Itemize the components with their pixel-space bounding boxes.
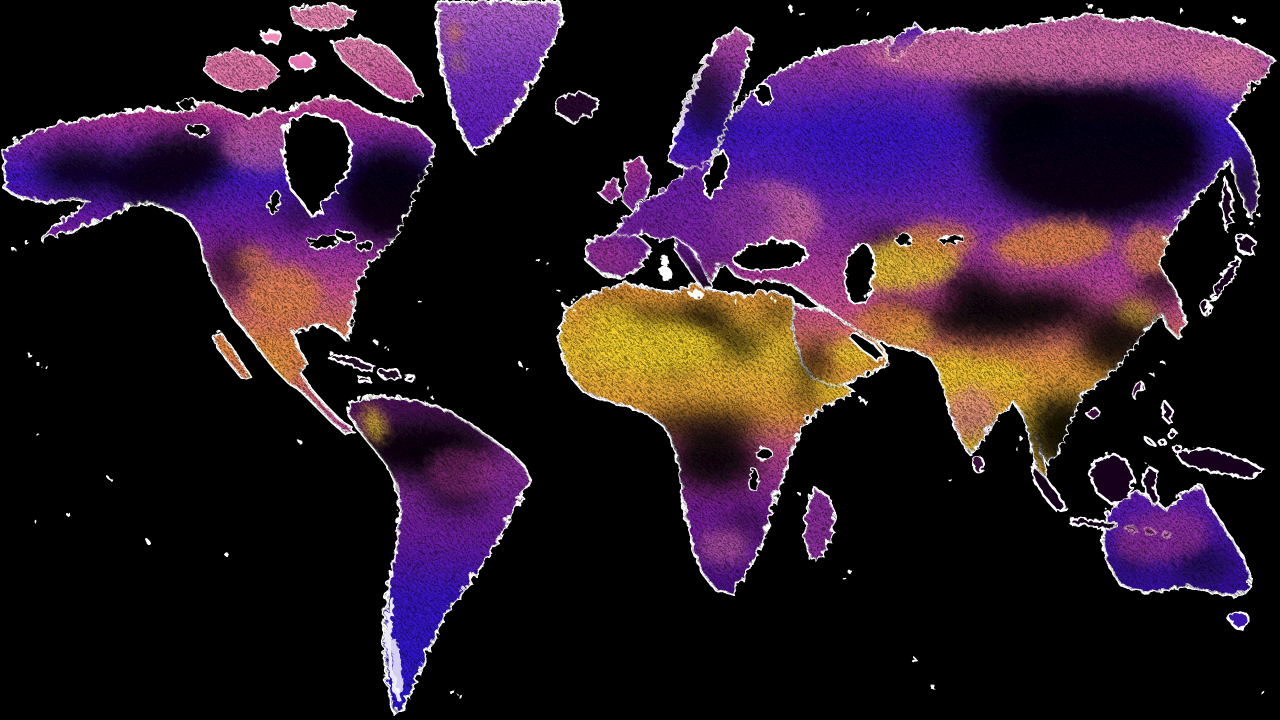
- falkland-islet: [447, 687, 453, 693]
- wrangel-islet: [1232, 15, 1244, 21]
- madeira-islet: [554, 286, 558, 290]
- svalbard-islet: [787, 5, 793, 11]
- reunion-islet: [840, 574, 844, 578]
- persian-gulf: [846, 328, 884, 360]
- socotra-islet: [858, 398, 866, 402]
- canary-islet: [560, 302, 564, 306]
- philippine-islet: [1169, 441, 1181, 451]
- andaman-islet: [1014, 446, 1018, 450]
- sardinia-islet: [659, 264, 669, 280]
- patagonia-ice-strip: [388, 636, 402, 692]
- canary-islet: [570, 306, 574, 310]
- hispaniola-island: [376, 365, 400, 379]
- ryukyu-islet: [1158, 358, 1162, 362]
- indian-ocean-islet: [927, 681, 933, 687]
- cape-verde-islet: [516, 360, 520, 364]
- antilles-islet: [430, 403, 434, 407]
- aleutian-islet: [10, 246, 14, 250]
- indian-ocean-islet: [909, 655, 915, 661]
- japan-islands: [1197, 174, 1256, 315]
- kuril-islet: [1254, 210, 1258, 214]
- hainan-island: [1085, 406, 1099, 418]
- franz-josef-islet: [864, 10, 868, 14]
- taiwan-island: [1129, 378, 1143, 398]
- comoros-islet: [796, 490, 800, 494]
- maldives-islet: [946, 476, 950, 480]
- ryukyu-islet: [1148, 370, 1152, 374]
- philippine-islet: [1164, 426, 1176, 438]
- hawaii-islet: [25, 351, 29, 355]
- canadian-arctic-islands: [200, 0, 422, 104]
- arctic-islet: [258, 27, 282, 43]
- pacific-islet: [222, 550, 226, 554]
- tasmania-island: [1227, 608, 1249, 628]
- bahamas-islet: [382, 344, 386, 348]
- cape-verde-islet: [524, 366, 528, 370]
- crete-islet: [732, 298, 736, 302]
- pacific-islet: [106, 475, 110, 479]
- azores-islet: [534, 256, 538, 260]
- andaman-islet: [1016, 434, 1020, 438]
- philippines-islands: [1141, 396, 1181, 451]
- pacific-islet: [64, 510, 68, 514]
- sri-lanka-island: [970, 453, 982, 471]
- antilles-islet: [423, 383, 427, 387]
- kuril-islet: [1248, 220, 1252, 224]
- hudson-bay: [280, 110, 352, 217]
- white-sea: [753, 81, 771, 103]
- lake-tanganyika: [747, 465, 757, 491]
- corsica-islet: [658, 252, 666, 264]
- svalbard-islet: [797, 9, 803, 15]
- aleutian-islet: [24, 240, 28, 244]
- great-bear-lake: [176, 95, 196, 109]
- puerto-rico-island: [401, 371, 415, 381]
- severnaya-zemlya-islet: [1095, 5, 1101, 11]
- new-siberian-islet: [1177, 7, 1183, 13]
- lake-winnipeg: [265, 187, 279, 213]
- bahamas-islet: [372, 338, 376, 342]
- aral-sea: [893, 231, 911, 245]
- black-sea: [729, 238, 807, 270]
- falkland-islet: [456, 692, 460, 696]
- severnaya-zemlya-islet: [1085, 1, 1091, 7]
- lake-balkhash: [937, 232, 963, 244]
- arctic-islet: [286, 50, 314, 70]
- lake-victoria: [753, 445, 771, 459]
- white-ice-highlights: [383, 42, 714, 699]
- hawaii-islet: [43, 364, 47, 368]
- jamaica-island: [354, 373, 370, 383]
- sicily-islet: [687, 288, 701, 296]
- pacific-islet: [144, 538, 148, 542]
- great-lakes: [306, 228, 373, 250]
- pacific-islet: [32, 518, 36, 522]
- palawan-island: [1141, 433, 1155, 447]
- small-ocean-islands: [10, 1, 1264, 696]
- mauritius-islet: [846, 568, 850, 572]
- pacific-islet: [33, 430, 37, 434]
- baltic-sea: [701, 147, 727, 197]
- hawaii-islet: [35, 361, 39, 365]
- south-pacific-islet: [1260, 690, 1264, 694]
- bermuda-islet: [416, 298, 420, 302]
- galapagos-islet: [296, 438, 300, 442]
- franz-josef-islet: [854, 6, 858, 10]
- philippine-islet: [1155, 435, 1165, 445]
- caribbean-islands: [326, 350, 415, 383]
- patagonia-andes-ice-strip: [383, 595, 399, 699]
- norway-coast-highlight: [666, 42, 714, 152]
- kyushu-island: [1197, 297, 1211, 315]
- inland-seas-and-lakes: [176, 81, 963, 491]
- azores-islet: [544, 260, 548, 264]
- great-slave-lake: [185, 121, 207, 135]
- antilles-islet: [428, 393, 432, 397]
- caspian-sea: [842, 239, 874, 305]
- cyprus-islet: [770, 296, 774, 300]
